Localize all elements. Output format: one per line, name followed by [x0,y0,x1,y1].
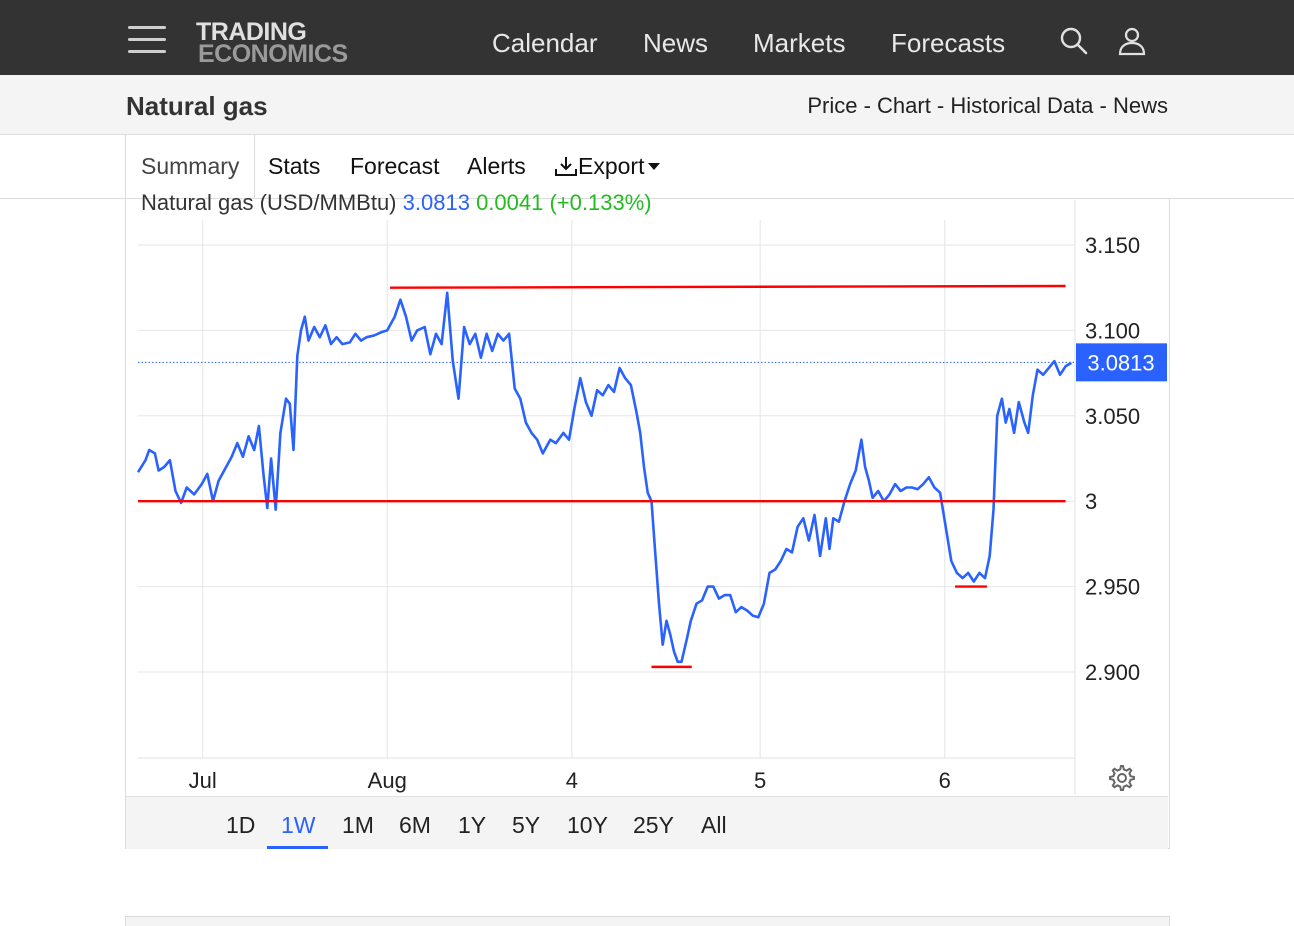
gear-icon[interactable] [1108,764,1136,792]
range-all[interactable]: All [701,812,727,838]
page-title: Natural gas [126,91,268,121]
range-5y[interactable]: 5Y [512,812,541,838]
tab-stats[interactable]: Stats [268,153,321,179]
logo-line1: TRADING [196,18,307,46]
legend-change: 0.0041 [476,190,544,215]
nav-calendar[interactable]: Calendar [492,28,598,58]
nav-forecasts[interactable]: Forecasts [891,28,1006,58]
logo[interactable]: TRADING ECONOMICS [196,18,376,68]
tab-forecast[interactable]: Forecast [350,153,440,179]
next-section-edge [125,916,1170,926]
nav-news[interactable]: News [643,28,709,58]
breadcrumb-links: Price - Chart - Historical Data - News [807,93,1168,119]
range-1y[interactable]: 1Y [458,812,487,838]
range-selector: 1D 1W 1M 6M 1Y 5Y 10Y 25Y All [126,796,1168,849]
range-1m[interactable]: 1M [342,812,374,838]
range-1w[interactable]: 1W [281,812,316,838]
caret-down-icon [648,163,661,170]
tab-alerts[interactable]: Alerts [467,153,526,179]
export-button[interactable]: Export [554,153,661,180]
legend-change-pct: (+0.133%) [549,190,652,215]
active-range-underline [267,846,328,849]
link-chart[interactable]: Chart [877,93,931,118]
chart-legend: Natural gas (USD/MMBtu) 3.0813 0.0041 (+… [141,190,652,216]
tab-summary[interactable]: Summary [141,153,240,179]
logo-line2: ECONOMICS [198,40,348,68]
range-1d[interactable]: 1D [226,812,256,838]
user-icon[interactable] [1118,26,1148,56]
link-price[interactable]: Price [807,93,858,118]
search-icon[interactable] [1059,26,1089,56]
range-6m[interactable]: 6M [399,812,431,838]
link-news[interactable]: News [1112,93,1168,118]
download-icon [555,157,577,176]
tab-bar: Summary Stats Forecast Alerts Export [0,135,1294,199]
legend-series-name: Natural gas (USD/MMBtu) [141,190,397,215]
menu-icon[interactable] [128,26,166,54]
link-separator: - [857,93,878,118]
legend-price: 3.0813 [402,190,470,215]
active-tab-box [125,135,255,198]
page-header: Natural gas Price - Chart - Historical D… [0,75,1294,135]
chart-container [125,198,1170,849]
link-separator: - [930,93,951,118]
top-navbar: TRADING ECONOMICS Calendar News Markets … [0,0,1294,75]
export-label: Export [578,153,645,179]
link-separator: - [1093,93,1113,118]
range-10y[interactable]: 10Y [567,812,608,838]
link-historical-data[interactable]: Historical Data [950,93,1094,118]
nav-markets[interactable]: Markets [753,28,846,58]
range-25y[interactable]: 25Y [633,812,674,838]
